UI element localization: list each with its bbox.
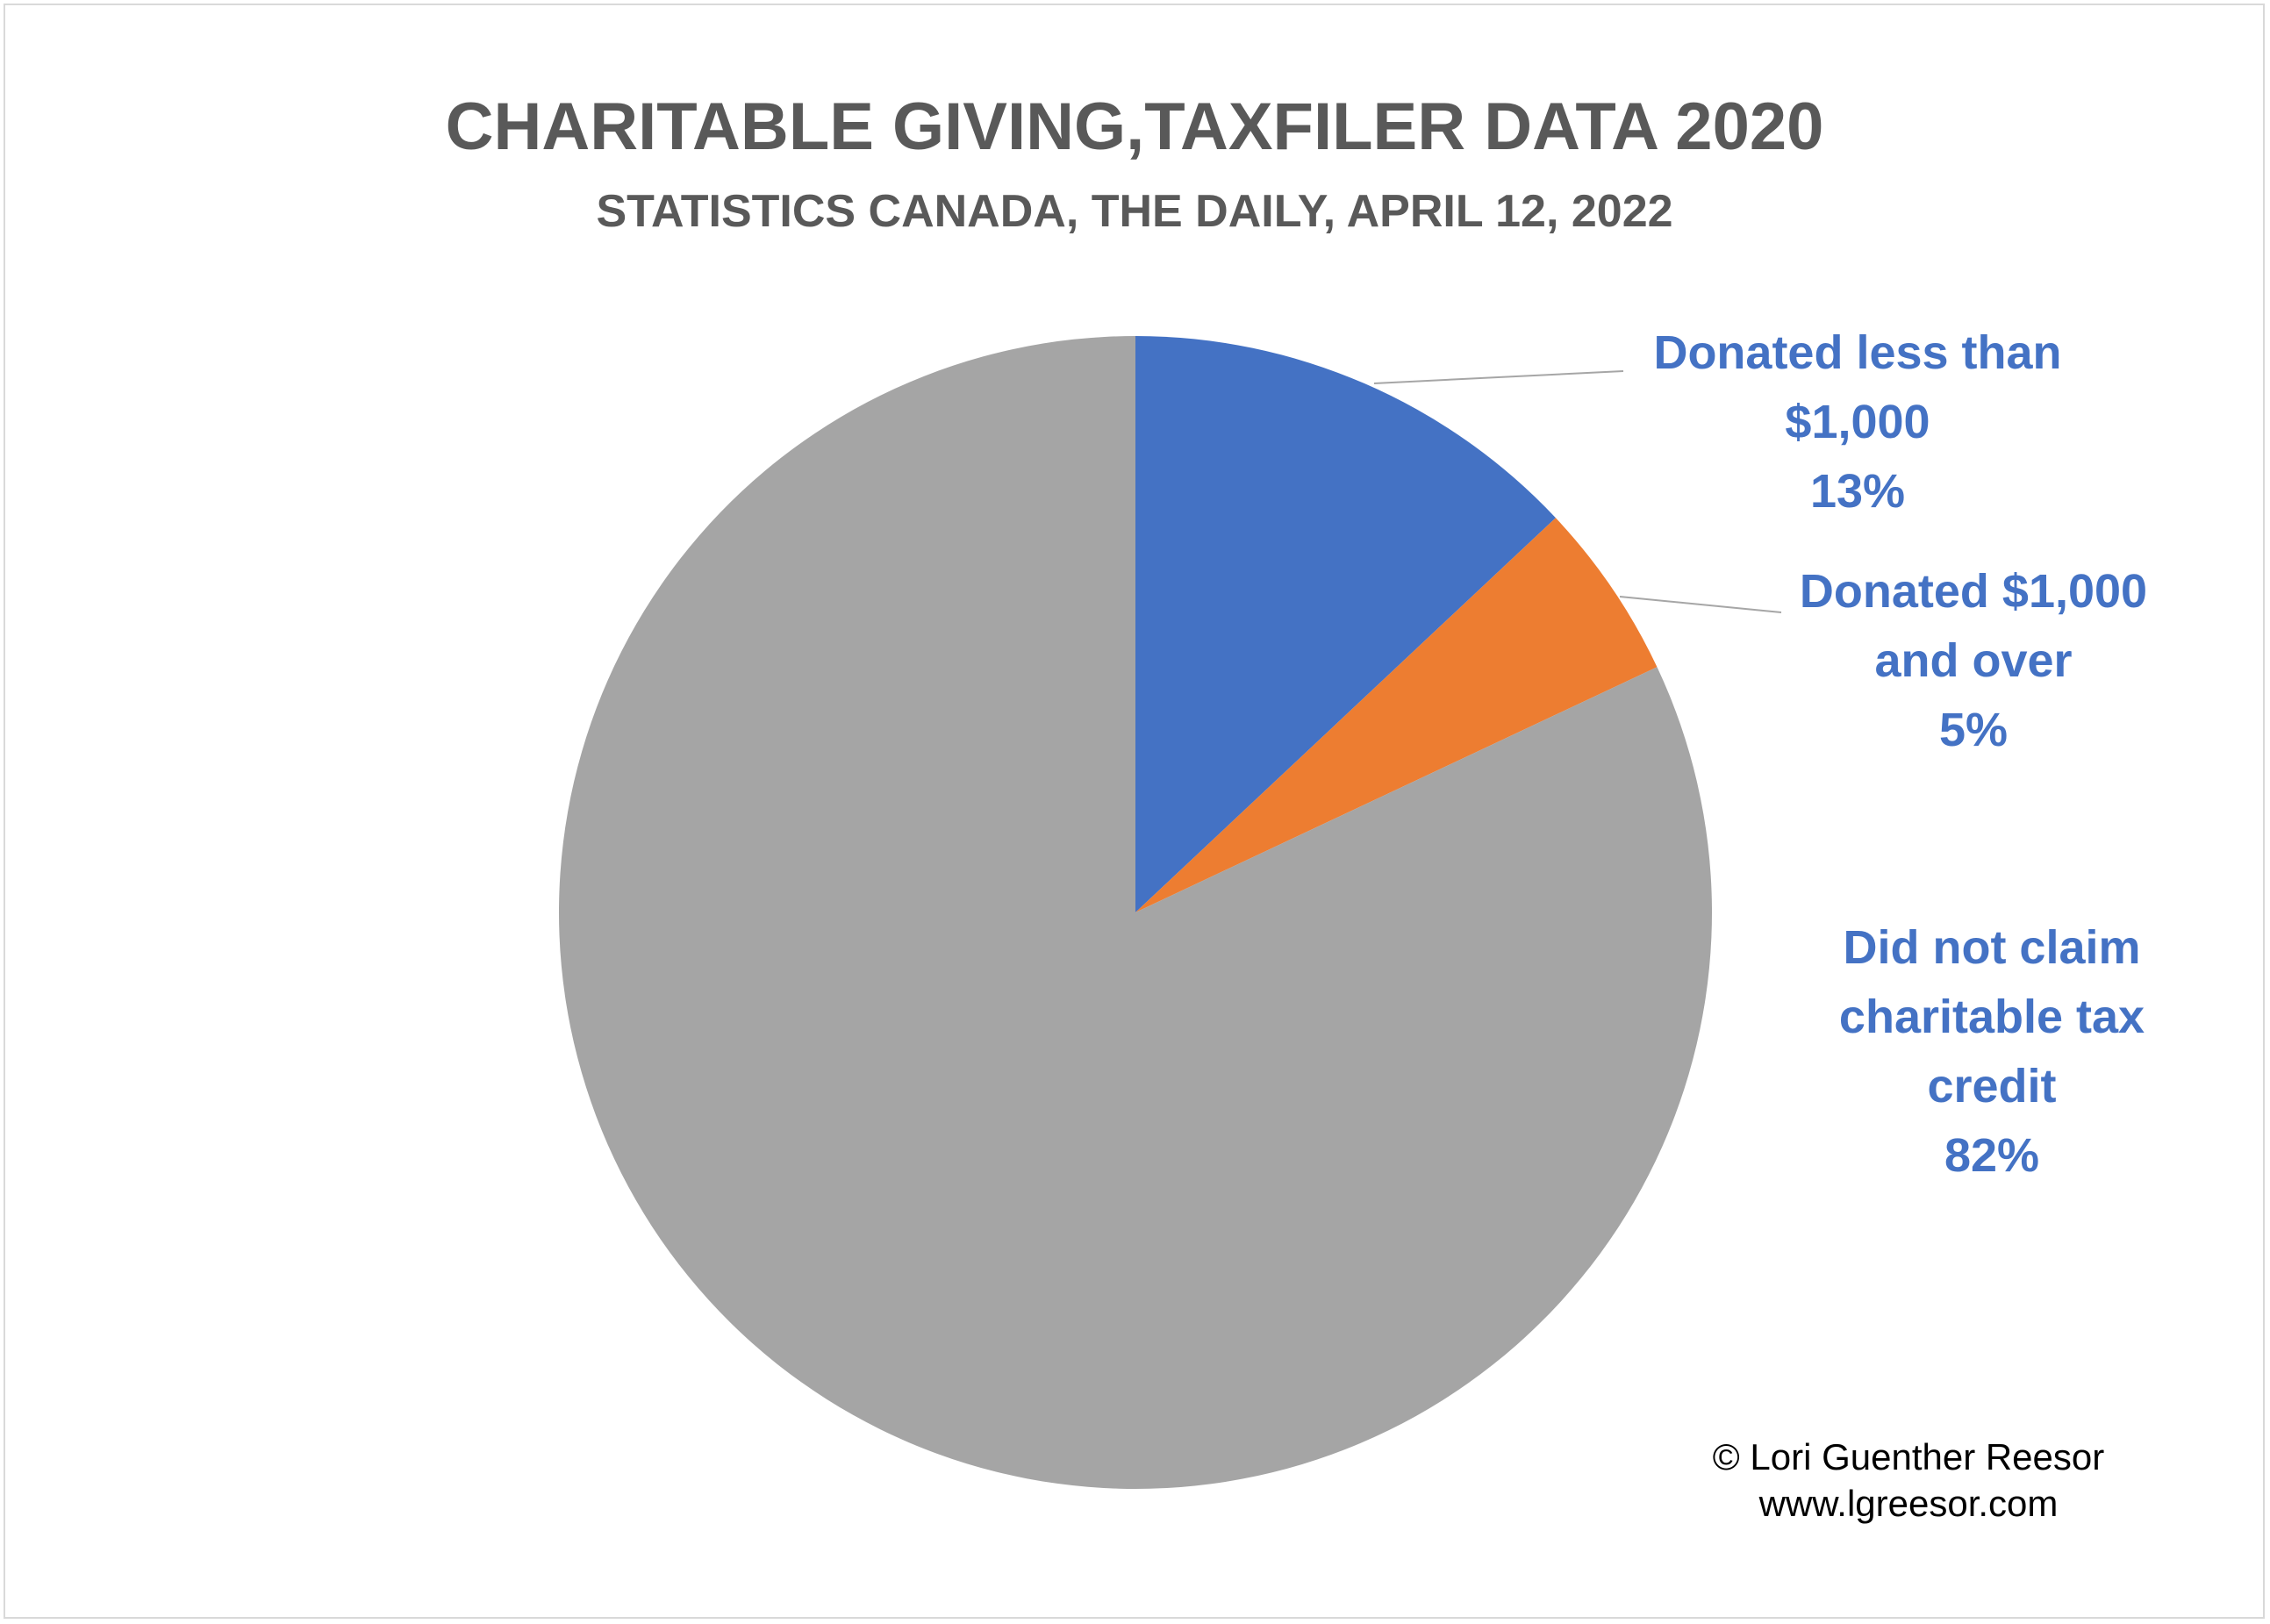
slice-category-label-2: Donated $1,000 bbox=[1800, 565, 2147, 618]
website-text: www.lgreesor.com bbox=[1758, 1483, 2059, 1524]
leader-lines bbox=[1373, 370, 1782, 613]
slice-category-label-3: charitable tax bbox=[1839, 991, 2145, 1043]
copyright-text: © Lori Guenther Reesor bbox=[1713, 1436, 2105, 1477]
pie-slice-3 bbox=[559, 336, 1712, 1489]
slice-category-label-1: $1,000 bbox=[1785, 396, 1930, 448]
leader-line-2 bbox=[1619, 596, 1782, 613]
slice-category-label-1: Donated less than bbox=[1653, 326, 2061, 379]
slice-category-label-3: Did not claim bbox=[1843, 921, 2140, 974]
slice-value-label-2: 5% bbox=[1939, 704, 2008, 756]
pie-slice-2 bbox=[1135, 518, 1658, 912]
slice-value-label-1: 13% bbox=[1810, 465, 1905, 518]
pie-slice-1 bbox=[1135, 336, 1556, 912]
pie-slices bbox=[559, 336, 1712, 1489]
chart-subtitle: STATISTICS CANADA, THE DAILY, APRIL 12, … bbox=[596, 186, 1672, 237]
slice-labels: Donated less than $1,000 13% Donated $1,000… bbox=[1653, 326, 2147, 1182]
slice-value-label-3: 82% bbox=[1944, 1129, 2039, 1182]
slice-category-label-3: credit bbox=[1927, 1060, 2056, 1112]
chart-title: CHARITABLE GIVING,TAXFILER DATA 2020 bbox=[446, 89, 1824, 164]
slice-category-label-2: and over bbox=[1874, 634, 2072, 687]
leader-line-1 bbox=[1373, 370, 1624, 384]
